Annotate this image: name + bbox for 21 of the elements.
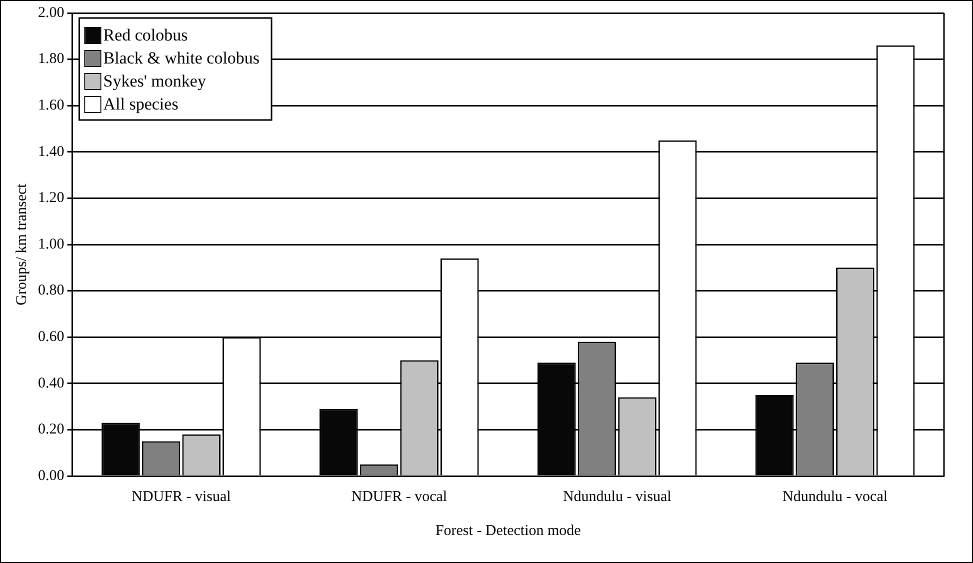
- y-tick-label: 0.20: [38, 422, 64, 438]
- y-axis-title: Groups/ km transect: [14, 182, 30, 306]
- y-tick-label: 1.00: [38, 236, 64, 252]
- legend-label: All species: [103, 94, 178, 114]
- y-tick-label: 2.00: [38, 4, 64, 21]
- legend-label: Black & white colobus: [103, 48, 260, 68]
- y-tick-label: 1.40: [38, 144, 64, 160]
- y-tick-label: 0.00: [38, 468, 64, 484]
- legend-label: Red colobus: [103, 25, 188, 44]
- x-tick-label: Ndundulu - visual: [562, 488, 672, 505]
- y-tick-label: 1.20: [38, 190, 64, 206]
- y-tick-label: 0.40: [38, 375, 64, 392]
- x-tick-label: Ndundulu - vocal: [782, 488, 888, 505]
- y-tick-label: 0.60: [38, 329, 64, 346]
- x-axis-title: Forest - Detection mode: [435, 522, 582, 539]
- y-tick-label: 1.80: [38, 51, 64, 68]
- x-tick-label: NDUFR - visual: [132, 488, 231, 505]
- y-tick-label: 1.60: [38, 98, 64, 114]
- y-tick-label: 0.80: [38, 282, 64, 299]
- x-tick-label: NDUFR - vocal: [351, 488, 448, 505]
- legend-label: Sykes' monkey: [103, 71, 206, 90]
